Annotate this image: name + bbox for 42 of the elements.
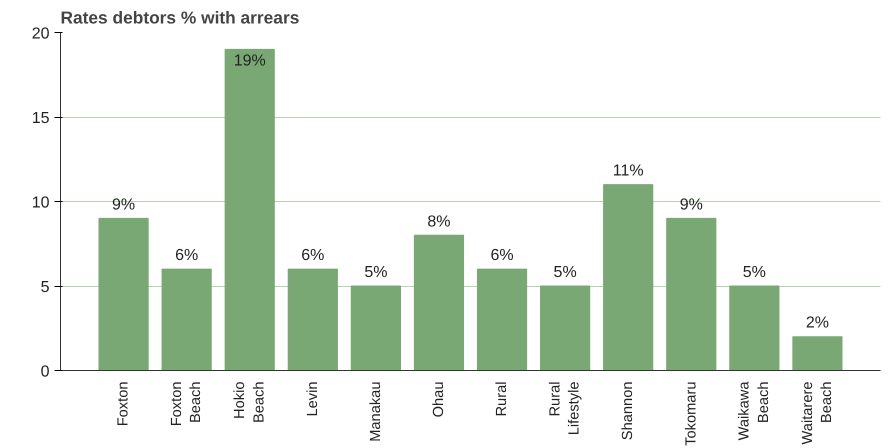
x-tick-label: Tokomaru (683, 381, 700, 446)
x-tick-label: Levin (304, 381, 321, 417)
y-tick-label: 20 (32, 26, 50, 42)
data-label: 11% (612, 162, 644, 180)
data-label: 6% (175, 247, 198, 264)
bar (540, 286, 590, 370)
bar (729, 286, 780, 370)
data-label: 2% (806, 314, 829, 332)
data-label: 9% (112, 196, 136, 214)
bar (792, 336, 843, 370)
x-tick-label: Foxton Beach (169, 381, 204, 426)
bar (666, 218, 716, 370)
bar (414, 234, 464, 370)
bar (98, 218, 149, 370)
x-tick-label: Waitarere Beach (800, 381, 836, 444)
x-tick-label: Shannon (620, 381, 636, 440)
bar (476, 268, 528, 370)
x-tick-label: Ohau (430, 381, 447, 418)
x-tick-label: Manakau (368, 381, 384, 442)
data-label: 8% (427, 213, 451, 230)
data-label: 5% (364, 264, 388, 281)
bar (224, 48, 275, 370)
x-tick-label: Rural (494, 381, 510, 417)
bar (162, 268, 212, 370)
data-label: 19% (234, 52, 266, 70)
chart-title: Rates debtors % with arrears (60, 8, 300, 28)
data-label: 5% (742, 264, 766, 281)
bar (350, 286, 401, 370)
y-tick-label: 10 (32, 194, 50, 212)
y-tick-label: 15 (32, 110, 50, 127)
data-label: 9% (680, 196, 703, 214)
x-tick-label: Rural Lifestyle (548, 381, 583, 436)
data-label: 5% (554, 264, 577, 281)
data-label: 6% (301, 247, 324, 264)
bar (288, 268, 338, 370)
y-tick-label: 0 (40, 364, 50, 380)
y-tick-label: 5 (40, 279, 50, 296)
x-tick-label: Hokio Beach (232, 381, 268, 424)
x-tick-label: Foxton (116, 381, 132, 426)
data-label: 6% (490, 247, 514, 264)
bar (603, 184, 654, 370)
x-tick-label: Waikawa Beach (736, 380, 772, 440)
